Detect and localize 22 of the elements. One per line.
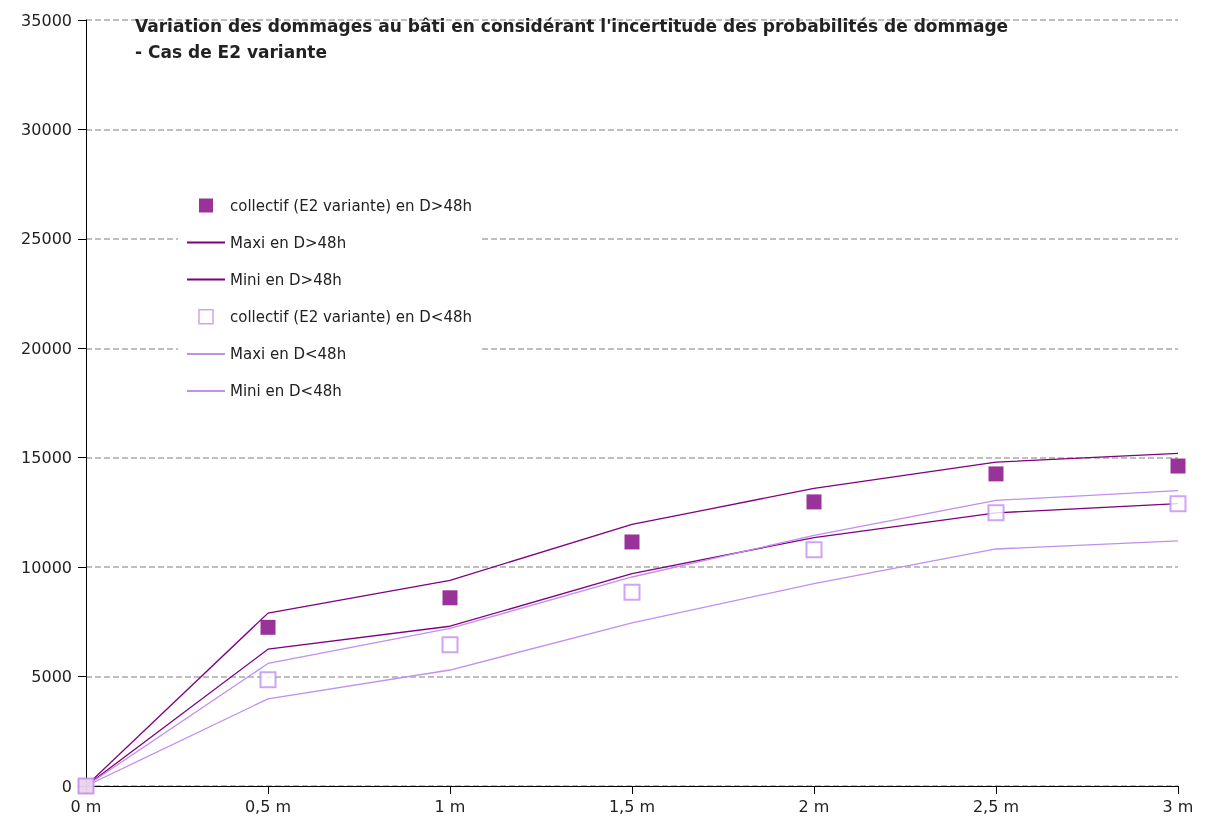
- y-tick-label: 0: [61, 776, 72, 796]
- legend-label: collectif (E2 variante) en D>48h: [230, 196, 473, 215]
- legend-label: Mini en D<48h: [230, 382, 342, 400]
- x-tick-label: 0,5 m: [244, 796, 292, 816]
- legend-label: Mini en D>48h: [230, 270, 342, 289]
- x-tick-label: 2 m: [798, 796, 830, 816]
- y-tick-label: 30000: [21, 119, 72, 139]
- y-tick-label: 25000: [21, 229, 72, 249]
- x-tick-label: 3 m: [1162, 796, 1194, 816]
- text: Variation des dommages au bâti en considérant l'incertitude des probabilités de dommage - Cas de E2 variante: [135, 16, 1015, 62]
- x-tick-label: 2,5 m: [972, 796, 1020, 816]
- y-tick-label: 35000: [21, 10, 72, 30]
- x-tick-label: 0 m: [70, 796, 102, 816]
- y-tick-label: 10000: [21, 557, 72, 577]
- legend-label: collectif (E2 variante) en D<48h: [230, 307, 473, 326]
- x-tick-label: 1 m: [434, 796, 466, 816]
- x-tick-label: 1,5 m: [608, 796, 656, 816]
- y-tick-label: 20000: [21, 338, 72, 358]
- y-tick-label: 15000: [21, 448, 72, 468]
- y-tick-label: 5000: [31, 667, 72, 687]
- legend-label: Maxi en D<48h: [230, 345, 347, 363]
- legend-label: Maxi en D>48h: [230, 233, 347, 252]
